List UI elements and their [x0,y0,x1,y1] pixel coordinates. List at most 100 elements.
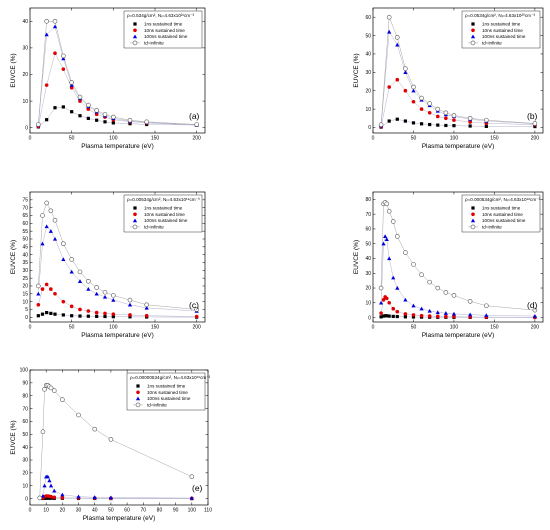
y-tick-label: 30 [365,70,371,76]
y-tick-label: 70 [22,205,28,211]
y-tick-label: 35 [22,260,28,266]
data-point [53,51,57,56]
data-point [61,53,66,59]
x-tick-label: 50 [69,136,75,142]
chart-panel-1: 0 50 100 150 200 0 10 20 30 40 Plasma temperature … [10,7,206,150]
data-point [443,110,449,116]
data-point [52,236,58,241]
data-point [387,119,391,123]
data-point [484,117,489,123]
data-point [94,112,99,117]
y-tick-label: 30 [22,268,28,274]
data-point [452,314,456,319]
data-point [60,397,65,402]
data-point [103,311,107,316]
data-point [70,314,74,318]
y-tick-label: 20 [22,471,28,477]
y-tick-label: 70 [365,212,371,218]
data-point [387,85,391,89]
y-tick-label: 50 [22,237,28,243]
data-point [395,77,400,82]
data-point [77,269,83,275]
y-tick-label: 40 [365,256,371,262]
y-tick-label: 55 [22,229,28,235]
data-point [419,122,424,126]
data-point [78,314,82,318]
data-point [48,229,53,233]
data-point [387,256,392,261]
data-point [419,107,424,111]
legend-marker [133,212,137,217]
panel-letter: (b) [527,111,538,121]
series-line-3 [42,476,192,499]
data-point [61,257,66,262]
data-point [36,291,41,296]
y-tick-label: 30 [22,458,28,464]
series-line-3 [380,235,535,317]
data-point [532,121,538,126]
data-point [468,120,472,124]
data-point [533,124,537,129]
data-point [435,314,440,319]
legend-entry: 100ns sustained time [482,218,526,223]
y-tick-label: 40 [22,19,28,25]
legend-marker [132,218,138,223]
y-tick-label: 10 [22,483,28,489]
legend-marker [470,34,476,39]
data-point [92,495,97,499]
data-point [391,275,396,280]
legend-marker [470,40,476,46]
data-point [385,314,389,318]
x-tick-label: 100 [450,136,459,142]
data-point [128,122,132,126]
data-point [111,293,116,298]
y-tick-label: 20 [365,88,371,94]
chart-panel-2: 0 50 100 150 200 0 10 20 30 40 50 60 Plasma temperat… [353,7,544,150]
data-point [411,315,416,319]
y-tick-label: 30 [22,46,28,52]
data-point [484,124,488,128]
data-point [37,495,43,501]
data-point [144,313,149,318]
data-point [111,315,115,319]
legend-condition: ρ=0.534g/cm², Nᵢ=4.63x10²¹cm⁻³ [127,13,195,18]
x-tick-label: 150 [151,136,160,142]
data-point [40,287,45,291]
data-point [86,314,90,318]
x-tick-label: 0 [372,325,375,331]
data-point [103,120,107,124]
x-tick-label: 200 [192,325,201,331]
data-point [111,121,115,125]
data-point [394,35,400,40]
data-point [451,113,457,118]
y-tick-label: 40 [22,252,28,258]
data-point [403,70,408,75]
data-point [44,18,49,24]
y-tick-label: 90 [22,381,28,387]
y-tick-label: 10 [365,107,371,113]
x-tick-label: 50 [411,136,417,142]
y-tick-label: 20 [22,284,28,290]
data-point [468,312,473,317]
data-point [436,123,440,127]
y-tick-label: 70 [22,406,28,412]
data-point [44,32,49,37]
legend-marker [470,218,476,223]
x-tick-label: 200 [531,136,540,142]
data-point [45,311,49,315]
data-point [76,412,81,418]
data-point [111,312,116,316]
x-tick-label: 70 [140,508,146,514]
legend-condition: ρ=0.000534g/cm², Nᵢ=4.63x10¹⁸cm⁻³ [465,197,541,202]
legend-marker [470,224,476,230]
data-point [384,296,389,301]
x-tick-label: 150 [490,136,499,142]
data-point [40,493,46,498]
data-point [386,208,392,214]
data-point [86,287,91,291]
data-point [378,122,384,128]
data-point [381,241,386,246]
x-tick-label: 200 [192,136,201,142]
legend-entry: td=infinite [144,41,164,46]
data-point [484,303,489,309]
